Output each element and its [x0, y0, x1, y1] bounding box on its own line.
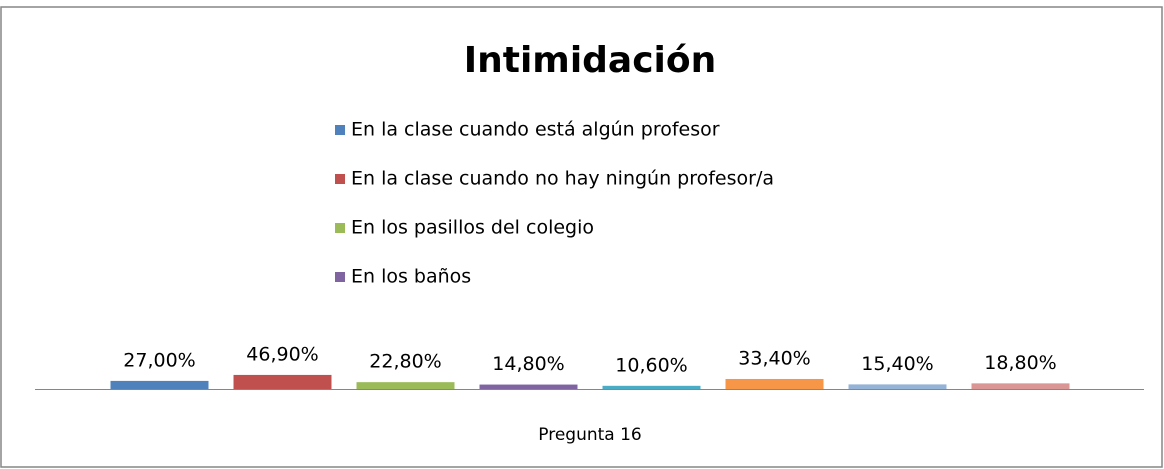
legend-label: En los baños — [351, 266, 471, 288]
bar — [725, 378, 824, 389]
data-label: 33,40% — [738, 347, 810, 369]
data-label: 10,60% — [615, 354, 687, 376]
legend-label: En los pasillos del colegio — [351, 217, 594, 239]
data-label: 15,40% — [861, 353, 933, 375]
data-label: 46,90% — [246, 343, 318, 365]
legend-swatch — [335, 174, 345, 184]
legend-label: En la clase cuando está algún profesor — [351, 119, 720, 141]
legend-swatch — [335, 223, 345, 233]
bar — [602, 385, 701, 389]
bar — [848, 384, 947, 389]
data-label: 22,80% — [369, 351, 441, 373]
bar — [356, 382, 455, 389]
bar — [110, 380, 209, 389]
chart-frame — [0, 6, 1163, 468]
bar — [233, 374, 332, 389]
data-label: 18,80% — [984, 352, 1056, 374]
x-tick-label: Pregunta 16 — [538, 425, 642, 445]
legend-swatch — [335, 125, 345, 135]
legend-swatch — [335, 272, 345, 282]
bar — [479, 384, 578, 389]
chart-title: Intimidación — [464, 40, 717, 81]
data-label: 14,80% — [492, 353, 564, 375]
legend-label: En la clase cuando no hay ningún profeso… — [351, 168, 774, 190]
data-label: 27,00% — [123, 349, 195, 371]
bar — [971, 383, 1070, 389]
